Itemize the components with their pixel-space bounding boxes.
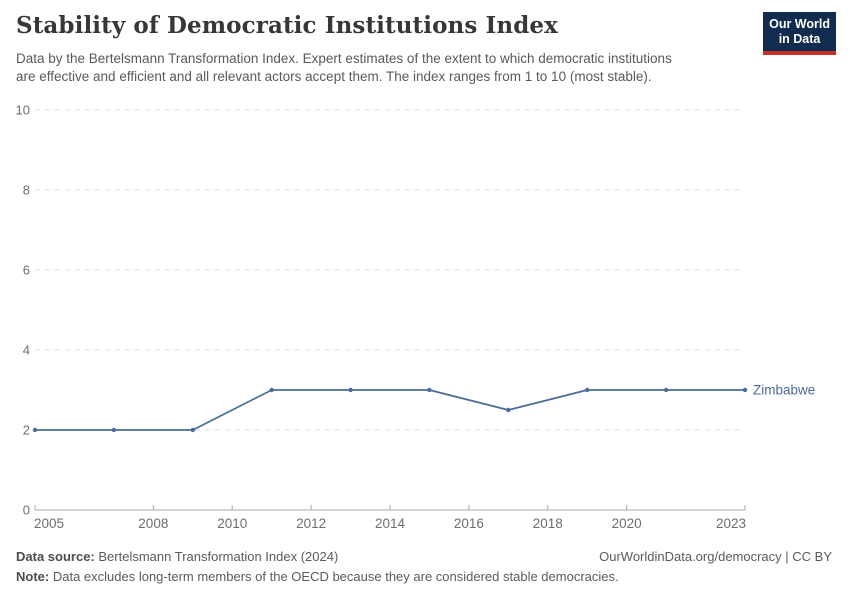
owid-url-link[interactable]: OurWorldinData.org/democracy | CC BY — [599, 549, 832, 564]
y-tick-label: 6 — [23, 263, 30, 278]
y-tick-label: 8 — [23, 183, 30, 198]
owid-logo-line1: Our World — [769, 17, 830, 31]
data-point — [269, 387, 274, 393]
chart-header: Stability of Democratic Institutions Ind… — [16, 12, 836, 86]
chart-subtitle: Data by the Bertelsmann Transformation I… — [16, 50, 761, 86]
series-label: Zimbabwe — [753, 383, 815, 398]
x-tick-label: 2016 — [454, 516, 484, 531]
line-chart: 0 2 4 6 8 10 2005 2008 2010 2012 2014 2016 2018 2020 2… — [16, 103, 816, 532]
data-point — [506, 407, 511, 413]
footer-source-row: Data source: Bertelsmann Transformation … — [16, 547, 832, 567]
data-source-label: Data source: — [16, 549, 95, 564]
note-label: Note: — [16, 569, 50, 584]
x-tick-label: 2018 — [533, 516, 563, 531]
data-point — [427, 387, 432, 393]
data-point — [585, 387, 590, 393]
chart-subtitle-line: Data by the Bertelsmann Transformation I… — [16, 50, 672, 66]
x-tick-label: 2014 — [375, 516, 406, 531]
y-tick-label: 2 — [23, 423, 30, 438]
x-tick-label: 2020 — [612, 516, 642, 531]
y-tick-label: 4 — [23, 343, 30, 358]
x-tick-label: 2023 — [716, 516, 746, 531]
data-point — [663, 387, 669, 393]
owid-logo-line2: in Data — [778, 32, 821, 46]
y-tick-label: 10 — [16, 103, 30, 118]
x-tick-label: 2012 — [296, 516, 326, 531]
data-source: Data source: Bertelsmann Transformation … — [16, 547, 338, 567]
data-point — [348, 387, 353, 393]
data-point — [32, 427, 38, 433]
x-tick-label: 2008 — [138, 516, 168, 531]
chart-subtitle-line: are effective and efficient and all rele… — [16, 68, 652, 84]
series-line — [34, 389, 746, 431]
owid-logo: Our World in Data — [763, 12, 836, 55]
data-source-value: Bertelsmann Transformation Index (2024) — [98, 549, 339, 564]
data-point — [190, 427, 195, 433]
note-value: Data excludes long-term members of the O… — [52, 569, 619, 584]
chart-title: Stability of Democratic Institutions Ind… — [16, 12, 558, 39]
x-tick-label: 2010 — [217, 516, 247, 531]
chart-footer: Data source: Bertelsmann Transformation … — [16, 547, 832, 587]
data-point — [111, 427, 117, 433]
data-point — [742, 387, 748, 393]
x-tick-label: 2005 — [34, 516, 64, 531]
footer-note: Note: Data excludes long-term members of… — [16, 567, 832, 587]
y-tick-label: 0 — [23, 503, 30, 518]
